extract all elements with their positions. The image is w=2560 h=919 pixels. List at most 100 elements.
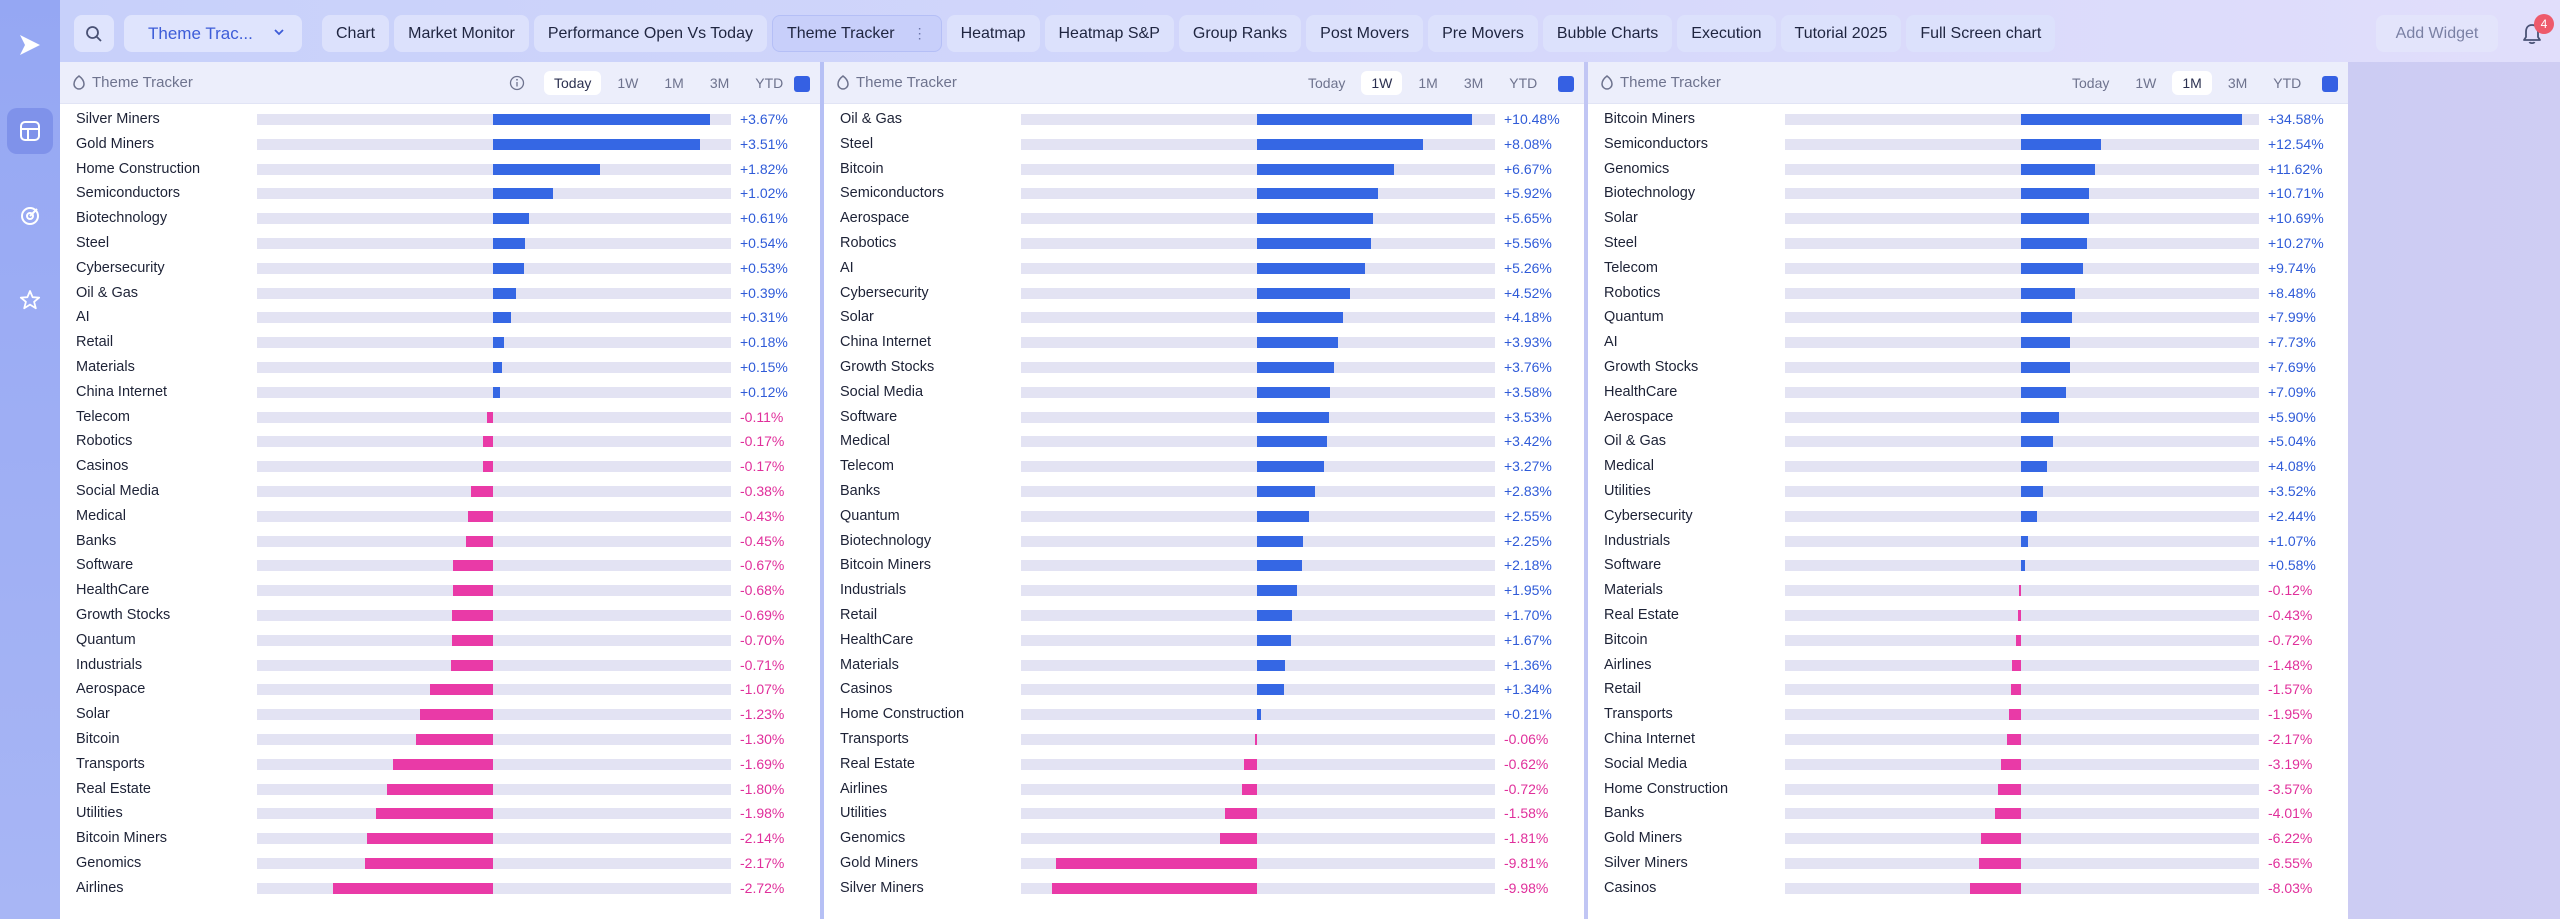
- theme-row[interactable]: Bitcoin Miners +2.18%: [824, 553, 1584, 578]
- panel-color-swatch[interactable]: [794, 76, 810, 92]
- tab-post-movers[interactable]: Post Movers: [1306, 15, 1424, 52]
- theme-row[interactable]: Software +3.53%: [824, 405, 1584, 430]
- theme-row[interactable]: Materials +0.15%: [60, 355, 820, 380]
- theme-row[interactable]: Robotics +8.48%: [1588, 281, 2348, 306]
- theme-row[interactable]: Telecom -0.11%: [60, 405, 820, 430]
- theme-row[interactable]: Biotechnology +0.61%: [60, 206, 820, 231]
- theme-row[interactable]: Quantum -0.70%: [60, 628, 820, 653]
- theme-row[interactable]: Medical +3.42%: [824, 429, 1584, 454]
- period-3m-button[interactable]: 3M: [2227, 75, 2248, 91]
- theme-row[interactable]: Social Media +3.58%: [824, 380, 1584, 405]
- tab-tutorial-2025[interactable]: Tutorial 2025: [1780, 15, 1902, 52]
- theme-row[interactable]: Social Media -3.19%: [1588, 752, 2348, 777]
- theme-row[interactable]: Airlines -2.72%: [60, 876, 820, 901]
- theme-row[interactable]: Quantum +2.55%: [824, 504, 1584, 529]
- period-1m-button[interactable]: 1M: [2172, 71, 2212, 95]
- theme-row[interactable]: HealthCare -0.68%: [60, 578, 820, 603]
- period-3m-button[interactable]: 3M: [1463, 75, 1484, 91]
- theme-row[interactable]: Cybersecurity +2.44%: [1588, 504, 2348, 529]
- theme-row[interactable]: Bitcoin +6.67%: [824, 157, 1584, 182]
- period-today-button[interactable]: Today: [544, 71, 602, 95]
- theme-row[interactable]: Genomics -2.17%: [60, 851, 820, 876]
- theme-row[interactable]: Real Estate -0.62%: [824, 752, 1584, 777]
- theme-row[interactable]: Real Estate -0.43%: [1588, 603, 2348, 628]
- theme-row[interactable]: Biotechnology +10.71%: [1588, 181, 2348, 206]
- more-vertical-icon[interactable]: ⋮: [912, 25, 927, 41]
- theme-row[interactable]: Gold Miners +3.51%: [60, 132, 820, 157]
- theme-row[interactable]: Banks -0.45%: [60, 529, 820, 554]
- period-1w-button[interactable]: 1W: [2135, 75, 2157, 91]
- theme-row[interactable]: Aerospace -1.07%: [60, 677, 820, 702]
- period-1w-button[interactable]: 1W: [1361, 71, 1403, 95]
- theme-row[interactable]: Industrials +1.95%: [824, 578, 1584, 603]
- theme-row[interactable]: AI +0.31%: [60, 305, 820, 330]
- tab-full-screen-chart[interactable]: Full Screen chart: [1906, 15, 2056, 52]
- theme-row[interactable]: HealthCare +1.67%: [824, 628, 1584, 653]
- layout-select[interactable]: Theme Trac...: [124, 15, 302, 52]
- theme-row[interactable]: Solar -1.23%: [60, 702, 820, 727]
- info-icon[interactable]: [509, 75, 525, 91]
- theme-row[interactable]: Materials +1.36%: [824, 653, 1584, 678]
- theme-row[interactable]: Growth Stocks +3.76%: [824, 355, 1584, 380]
- theme-row[interactable]: Retail +0.18%: [60, 330, 820, 355]
- star-icon[interactable]: [7, 277, 53, 323]
- theme-row[interactable]: Airlines -1.48%: [1588, 653, 2348, 678]
- theme-row[interactable]: Solar +10.69%: [1588, 206, 2348, 231]
- period-1m-button[interactable]: 1M: [664, 75, 684, 91]
- panel-color-swatch[interactable]: [2322, 76, 2338, 92]
- tab-chart[interactable]: Chart: [322, 15, 390, 52]
- theme-row[interactable]: Home Construction -3.57%: [1588, 777, 2348, 802]
- tab-group-ranks[interactable]: Group Ranks: [1178, 15, 1302, 52]
- tab-execution[interactable]: Execution: [1677, 15, 1776, 52]
- theme-row[interactable]: Growth Stocks -0.69%: [60, 603, 820, 628]
- theme-row[interactable]: Bitcoin Miners -2.14%: [60, 826, 820, 851]
- add-widget-button[interactable]: Add Widget: [2376, 15, 2498, 52]
- drag-handle-icon[interactable]: [836, 74, 850, 90]
- theme-row[interactable]: Home Construction +0.21%: [824, 702, 1584, 727]
- tab-market-monitor[interactable]: Market Monitor: [394, 15, 529, 52]
- theme-row[interactable]: Robotics +5.56%: [824, 231, 1584, 256]
- period-3m-button[interactable]: 3M: [709, 75, 730, 91]
- tab-performance-open-vs-today[interactable]: Performance Open Vs Today: [533, 15, 767, 52]
- theme-row[interactable]: Utilities -1.58%: [824, 801, 1584, 826]
- theme-row[interactable]: Utilities -1.98%: [60, 801, 820, 826]
- drag-handle-icon[interactable]: [72, 74, 86, 90]
- theme-row[interactable]: Industrials +1.07%: [1588, 529, 2348, 554]
- theme-row[interactable]: Airlines -0.72%: [824, 777, 1584, 802]
- theme-row[interactable]: Semiconductors +5.92%: [824, 181, 1584, 206]
- theme-row[interactable]: Genomics -1.81%: [824, 826, 1584, 851]
- theme-row[interactable]: Social Media -0.38%: [60, 479, 820, 504]
- drag-handle-icon[interactable]: [1600, 74, 1614, 90]
- theme-row[interactable]: Telecom +3.27%: [824, 454, 1584, 479]
- theme-row[interactable]: Aerospace +5.65%: [824, 206, 1584, 231]
- theme-row[interactable]: Transports -1.95%: [1588, 702, 2348, 727]
- period-today-button[interactable]: Today: [1308, 75, 1346, 91]
- theme-row[interactable]: Real Estate -1.80%: [60, 777, 820, 802]
- theme-row[interactable]: Cybersecurity +4.52%: [824, 281, 1584, 306]
- theme-row[interactable]: Steel +10.27%: [1588, 231, 2348, 256]
- theme-row[interactable]: Oil & Gas +5.04%: [1588, 429, 2348, 454]
- theme-row[interactable]: HealthCare +7.09%: [1588, 380, 2348, 405]
- theme-row[interactable]: Transports -0.06%: [824, 727, 1584, 752]
- theme-row[interactable]: Bitcoin Miners +34.58%: [1588, 107, 2348, 132]
- theme-row[interactable]: Banks +2.83%: [824, 479, 1584, 504]
- search-button[interactable]: [74, 15, 114, 52]
- theme-row[interactable]: Semiconductors +12.54%: [1588, 132, 2348, 157]
- period-1w-button[interactable]: 1W: [617, 75, 639, 91]
- theme-row[interactable]: Retail -1.57%: [1588, 677, 2348, 702]
- theme-row[interactable]: Semiconductors +1.02%: [60, 181, 820, 206]
- theme-row[interactable]: Aerospace +5.90%: [1588, 405, 2348, 430]
- period-today-button[interactable]: Today: [2072, 75, 2110, 91]
- theme-row[interactable]: China Internet +0.12%: [60, 380, 820, 405]
- tab-heatmap[interactable]: Heatmap: [946, 15, 1040, 52]
- theme-row[interactable]: Home Construction +1.82%: [60, 157, 820, 182]
- theme-row[interactable]: Biotechnology +2.25%: [824, 529, 1584, 554]
- tab-heatmap-s-p[interactable]: Heatmap S&P: [1044, 15, 1174, 52]
- theme-row[interactable]: Silver Miners +3.67%: [60, 107, 820, 132]
- theme-row[interactable]: Quantum +7.99%: [1588, 305, 2348, 330]
- theme-row[interactable]: China Internet +3.93%: [824, 330, 1584, 355]
- theme-row[interactable]: Software +0.58%: [1588, 553, 2348, 578]
- tab-pre-movers[interactable]: Pre Movers: [1428, 15, 1538, 52]
- logo-play-icon[interactable]: [7, 22, 53, 68]
- theme-row[interactable]: Medical +4.08%: [1588, 454, 2348, 479]
